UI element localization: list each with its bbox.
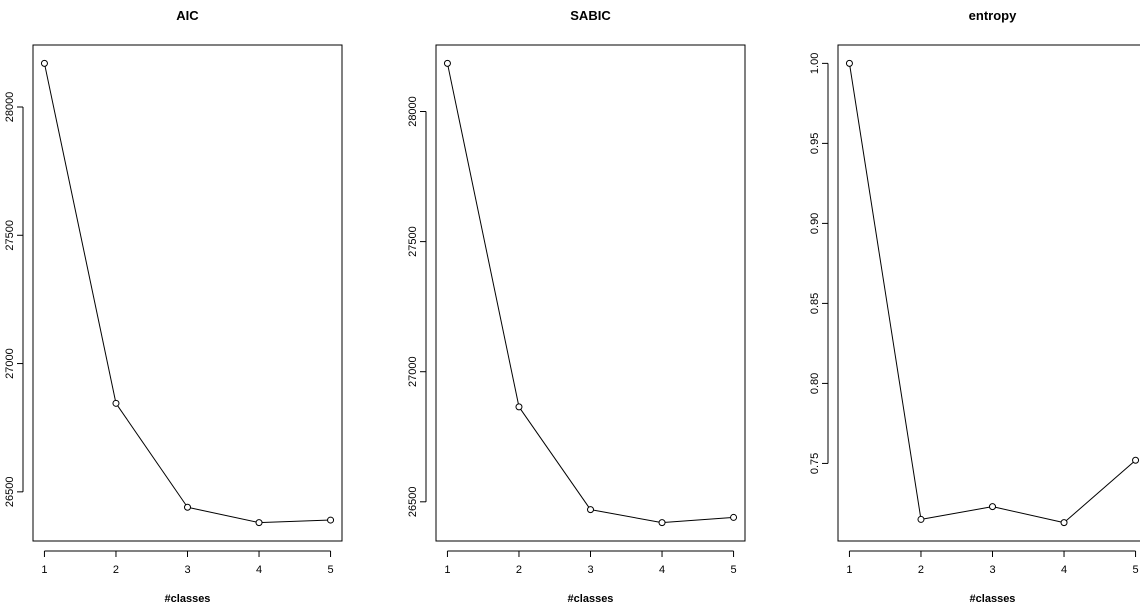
y-tick-label: 27000 bbox=[4, 348, 16, 379]
x-axis-label: #classes bbox=[165, 593, 211, 605]
chart-panel-3: entropy 1 2 3 4 5 #classes 0.75 0.80 0.85 0.90 0.95… bbox=[809, 8, 1140, 605]
y-tick-label: 27000 bbox=[407, 356, 419, 387]
series-segment bbox=[190, 507, 257, 523]
x-tick-label: 2 bbox=[113, 564, 119, 576]
x-tick-label: 2 bbox=[918, 564, 924, 576]
series-segment bbox=[593, 509, 660, 523]
data-point bbox=[515, 403, 523, 411]
data-point bbox=[658, 519, 666, 527]
x-axis-label: #classes bbox=[568, 593, 614, 605]
series-segment bbox=[664, 517, 731, 523]
chart-title: AIC bbox=[176, 8, 199, 23]
x-tick-label: 1 bbox=[846, 564, 852, 576]
x-tick-label: 5 bbox=[1132, 564, 1138, 576]
x-tick-label: 1 bbox=[444, 564, 450, 576]
data-point bbox=[112, 399, 120, 407]
y-tick-label: 0.90 bbox=[809, 213, 821, 234]
y-tick-label: 27500 bbox=[407, 226, 419, 257]
series-segment bbox=[447, 66, 519, 405]
chart-title: SABIC bbox=[570, 8, 611, 23]
series-segment bbox=[44, 66, 116, 401]
plot-frame bbox=[32, 44, 343, 542]
data-point bbox=[917, 515, 925, 523]
x-tick-label: 3 bbox=[989, 564, 995, 576]
chart-title: entropy bbox=[969, 8, 1017, 23]
series-segment bbox=[117, 405, 187, 506]
series-segment bbox=[923, 506, 990, 520]
series-segment bbox=[262, 519, 328, 524]
series-segment bbox=[520, 409, 590, 508]
y-tick-label: 0.75 bbox=[809, 453, 821, 474]
data-point bbox=[1060, 519, 1068, 527]
series-segment bbox=[849, 66, 922, 517]
series-segment bbox=[1065, 461, 1134, 522]
x-tick-label: 1 bbox=[41, 564, 47, 576]
chart-panel-2: SABIC 1 2 3 4 5 #classes 26500 27000 27500 28000 bbox=[407, 8, 746, 605]
y-tick-label: 0.95 bbox=[809, 133, 821, 154]
data-point bbox=[255, 519, 263, 527]
data-point bbox=[845, 59, 853, 67]
data-point bbox=[730, 513, 738, 521]
y-tick-label: 27500 bbox=[4, 220, 16, 251]
y-tick-label: 0.85 bbox=[809, 293, 821, 314]
data-point bbox=[327, 516, 335, 524]
y-tick-label: 28000 bbox=[407, 96, 419, 127]
data-point bbox=[989, 503, 996, 511]
plot-frame bbox=[435, 44, 746, 542]
data-point bbox=[184, 503, 191, 511]
x-tick-label: 3 bbox=[587, 564, 593, 576]
x-tick-label: 4 bbox=[659, 564, 665, 576]
x-tick-label: 5 bbox=[327, 564, 333, 576]
data-point bbox=[1132, 456, 1140, 464]
data-point bbox=[443, 59, 451, 67]
x-tick-label: 3 bbox=[184, 564, 190, 576]
data-point bbox=[587, 506, 594, 514]
x-tick-label: 4 bbox=[1061, 564, 1067, 576]
plot-frame bbox=[837, 44, 1140, 542]
y-tick-label: 0.80 bbox=[809, 373, 821, 394]
series-segment bbox=[995, 506, 1062, 523]
data-point bbox=[40, 59, 48, 67]
y-tick-label: 26500 bbox=[407, 487, 419, 518]
y-tick-label: 26500 bbox=[4, 477, 16, 508]
x-axis-label: #classes bbox=[970, 593, 1016, 605]
x-tick-label: 2 bbox=[516, 564, 522, 576]
x-tick-label: 5 bbox=[730, 564, 736, 576]
y-tick-label: 28000 bbox=[4, 92, 16, 123]
x-tick-label: 4 bbox=[256, 564, 262, 576]
chart-panel-1: AIC 1 2 3 4 5 #classes 26500 27000 27500 28000 bbox=[4, 8, 343, 605]
y-tick-label: 1.00 bbox=[809, 53, 821, 74]
